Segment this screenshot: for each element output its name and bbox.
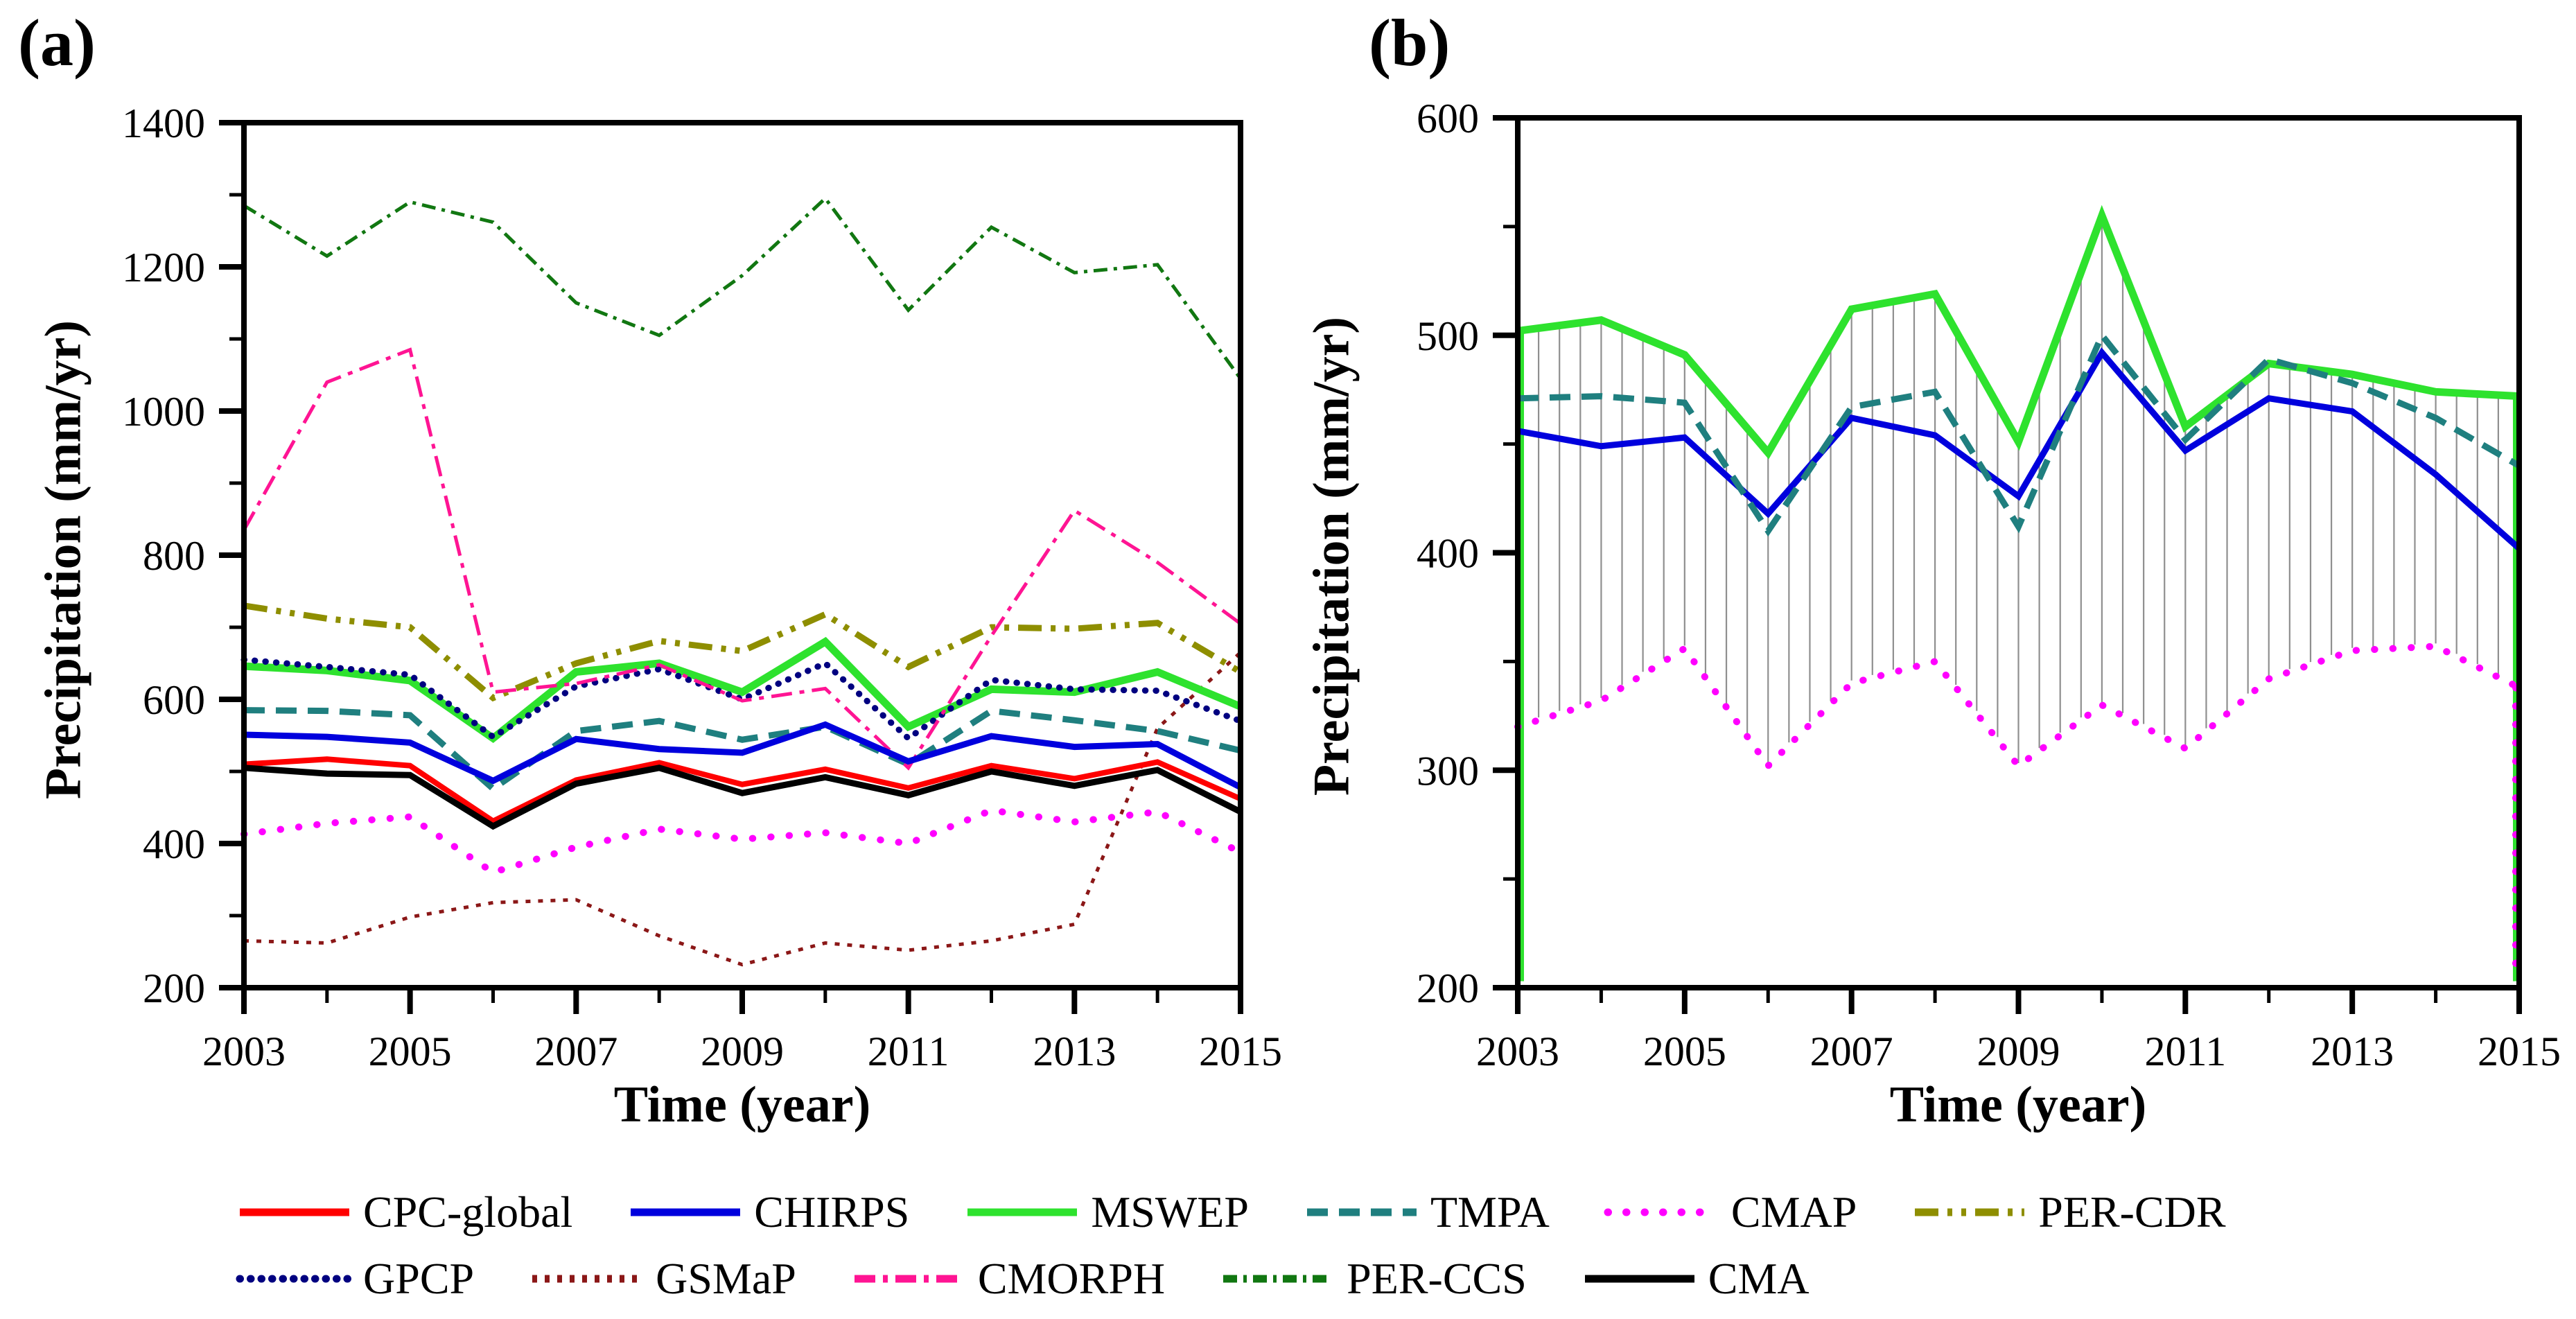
x-tick-label: 2013 bbox=[1033, 1029, 1116, 1074]
series-line-per-cdr bbox=[243, 602, 1243, 702]
legend-label-chirps: CHIRPS bbox=[754, 1187, 910, 1237]
legend-line-sample-chirps bbox=[631, 1208, 741, 1216]
legend-label-per-ccs: PER-CCS bbox=[1347, 1254, 1527, 1303]
series-line-mswep bbox=[243, 636, 1243, 744]
y-tick-label: 1400 bbox=[122, 101, 205, 146]
legend-label-cpc-global: CPC-global bbox=[363, 1187, 573, 1237]
legend-line-sample-cma bbox=[1584, 1275, 1694, 1283]
legend-item-chirps: CHIRPS bbox=[627, 1187, 909, 1238]
legend-line-sample-mswep bbox=[967, 1208, 1078, 1216]
legend-line-sample-cpc-global bbox=[240, 1208, 349, 1216]
series-line-cma bbox=[243, 765, 1243, 830]
legend-line-sample-cmap bbox=[1604, 1208, 1721, 1216]
legend-item-cmap: CMAP bbox=[1604, 1187, 1857, 1238]
y-tick-label: 1000 bbox=[122, 389, 205, 435]
x-tick-label: 2005 bbox=[369, 1029, 452, 1074]
legend-label-per-cdr: PER-CDR bbox=[2038, 1187, 2226, 1237]
legend-line-sample-gpcp bbox=[236, 1275, 353, 1283]
legend-item-cpc-global: CPC-global bbox=[236, 1187, 572, 1238]
legend-row-1: CPC-global CHIRPS MSWEP TMPA CMAP PER-CDR bbox=[236, 1187, 2543, 1238]
panel-a-x-axis-title: Time (year) bbox=[613, 1076, 871, 1133]
y-tick-label: 600 bbox=[143, 677, 205, 723]
y-tick-label: 400 bbox=[143, 821, 205, 867]
legend-label-tmpa: TMPA bbox=[1430, 1187, 1550, 1237]
x-tick-label: 2003 bbox=[202, 1029, 286, 1074]
plot-frame bbox=[241, 120, 1243, 990]
legend-item-cma: CMA bbox=[1581, 1253, 1810, 1304]
y-tick-label: 200 bbox=[143, 966, 205, 1011]
x-tick-label: 2015 bbox=[1199, 1029, 1282, 1074]
panel-a-letter: (a) bbox=[18, 6, 96, 80]
legend-line-sample-cmorph bbox=[854, 1275, 964, 1283]
legend-label-cmap: CMAP bbox=[1731, 1187, 1857, 1237]
legend-item-per-cdr: PER-CDR bbox=[1911, 1187, 2226, 1238]
series-line-gsmap bbox=[243, 651, 1242, 967]
panel-b-x-axis-title: Time (year) bbox=[1889, 1076, 2147, 1133]
legend-line-sample-per-cdr bbox=[1915, 1208, 2025, 1216]
series-line-cpc-global bbox=[243, 756, 1242, 825]
x-tick-label: 2009 bbox=[701, 1029, 784, 1074]
series-line-tmpa bbox=[243, 707, 1242, 793]
x-tick-label: 2007 bbox=[534, 1029, 617, 1074]
figure-legend: CPC-global CHIRPS MSWEP TMPA CMAP PER-CDR GPCP… bbox=[236, 1187, 2543, 1304]
legend-label-gsmap: GSMaP bbox=[656, 1254, 796, 1303]
panel-b-letter: (b) bbox=[1369, 6, 1451, 80]
legend-item-gsmap: GSMaP bbox=[528, 1253, 796, 1304]
legend-label-cma: CMA bbox=[1708, 1254, 1810, 1303]
legend-label-gpcp: GPCP bbox=[363, 1254, 475, 1303]
y-tick-label: 800 bbox=[143, 533, 205, 579]
legend-line-sample-gsmap bbox=[532, 1275, 642, 1283]
legend-line-sample-tmpa bbox=[1306, 1208, 1417, 1216]
series-line-per-ccs bbox=[243, 195, 1243, 380]
legend-label-mswep: MSWEP bbox=[1091, 1187, 1249, 1237]
y-tick-label: 1200 bbox=[122, 245, 205, 290]
legend-label-cmorph: CMORPH bbox=[977, 1254, 1166, 1303]
legend-row-2: GPCP GSMaP CMORPH PER-CCS CMA bbox=[236, 1253, 2543, 1304]
legend-item-gpcp: GPCP bbox=[236, 1253, 474, 1304]
legend-item-cmorph: CMORPH bbox=[850, 1253, 1165, 1304]
series-line-cmap bbox=[240, 807, 1244, 877]
legend-item-per-ccs: PER-CCS bbox=[1219, 1253, 1527, 1304]
x-tick-label: 2011 bbox=[868, 1029, 949, 1074]
legend-item-mswep: MSWEP bbox=[963, 1187, 1249, 1238]
legend-line-sample-per-ccs bbox=[1223, 1275, 1333, 1283]
series-line-chirps bbox=[243, 721, 1243, 790]
series-line-cmorph bbox=[242, 347, 1242, 771]
legend-item-tmpa: TMPA bbox=[1303, 1187, 1550, 1238]
